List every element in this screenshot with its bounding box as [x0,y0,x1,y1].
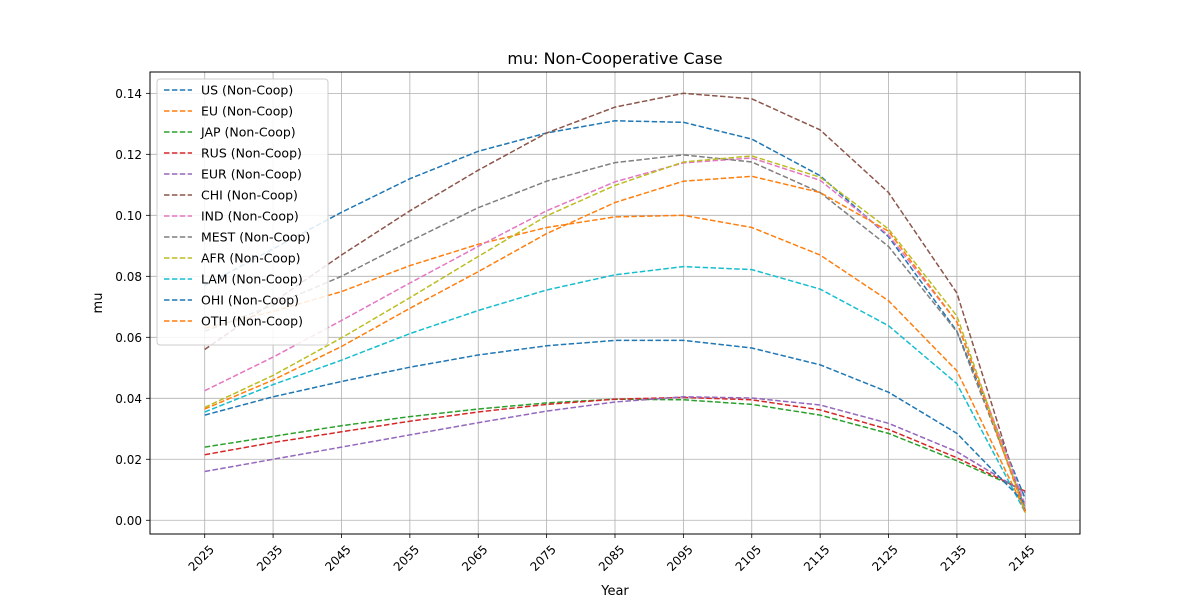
y-axis: 0.00 0.02 0.04 0.06 0.08 0.10 0.12 0.14 [115,87,150,528]
series-line [204,155,1027,513]
series-line [204,214,1026,512]
y-tick-label: 0.12 [115,148,142,162]
series-line [204,265,1026,514]
series-line [204,92,1027,512]
y-tick-label: 0.02 [115,453,142,467]
legend-label: JAP (Non-Coop) [200,125,296,140]
series-line [204,396,1026,492]
series-line [204,154,1026,509]
series-line [204,157,1027,506]
legend-label: MEST (Non-Coop) [201,230,310,245]
series-line [204,339,1026,505]
legend-label: EU (Non-Coop) [201,104,293,119]
y-tick-label: 0.10 [115,209,142,223]
legend: US (Non-Coop) EU (Non-Coop) JAP (Non-Coop)… [156,78,329,346]
y-axis-label: mu [91,293,106,314]
legend-label: EUR (Non-Coop) [201,167,302,182]
y-tick-label: 0.14 [115,87,142,101]
legend-label: OTH (Non-Coop) [201,314,303,329]
legend-label: US (Non-Coop) [201,83,293,98]
series-line [204,396,1026,494]
series-line [204,120,1026,500]
legend-label: RUS (Non-Coop) [201,146,302,161]
y-tick-label: 0.08 [115,270,142,284]
chart-title: mu: Non-Cooperative Case [507,49,722,68]
series-line [204,175,1027,513]
y-tick-label: 0.00 [115,514,142,528]
y-tick-label: 0.06 [115,331,142,345]
legend-label: OHI (Non-Coop) [201,293,299,308]
x-axis-label: Year [600,584,629,599]
grid-lines [150,72,1080,534]
legend-label: IND (Non-Coop) [201,209,299,224]
legend-label: AFR (Non-Coop) [201,251,301,266]
y-tick-label: 0.04 [115,392,142,406]
legend-box [156,78,329,346]
legend-label: CHI (Non-Coop) [201,188,298,203]
legend-label: LAM (Non-Coop) [201,272,303,287]
plot-lines [204,92,1027,514]
